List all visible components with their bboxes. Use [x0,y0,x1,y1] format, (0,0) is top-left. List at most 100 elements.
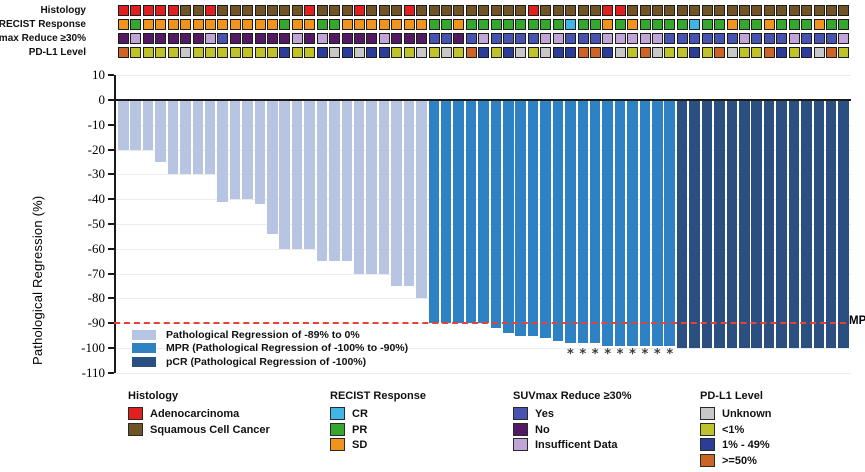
asterisk-marker: * [641,347,649,362]
track-cell-suvmax [614,33,626,44]
track-cell-recist [440,19,452,30]
track-cell-histology [726,5,738,16]
bar-regression [378,101,390,274]
track-cell-pdl1 [614,47,626,58]
y-tick-label: -30 [87,166,105,182]
legend-swatch [330,422,345,436]
track-cell-histology [552,5,564,16]
bar-regression [267,101,278,234]
track-cell-suvmax [391,33,403,44]
y-tick-label: -80 [87,290,105,306]
bar-regression [192,101,204,175]
track-cell-pdl1 [714,47,726,58]
track-cell-histology [825,5,837,16]
track-cell-suvmax [602,33,614,44]
legend-swatch [513,422,528,436]
track-cell-suvmax [316,33,328,44]
track-cell-recist [639,19,651,30]
legend-swatch [700,453,715,467]
legend-item-label: SD [352,439,368,451]
track-cell-recist [664,19,676,30]
track-cell-suvmax [465,33,477,44]
track-cell-suvmax [267,33,279,44]
bar-pcr [838,101,849,348]
track-cell-suvmax [329,33,341,44]
track-cell-recist [416,19,428,30]
bar-mpr [602,101,613,346]
track-cell-recist [589,19,601,30]
track-cell-histology [279,5,291,16]
bar-mpr [490,101,502,329]
track-cell-pdl1 [353,47,365,58]
track-cell-recist [478,19,490,30]
bar-pcr [825,101,837,348]
track-cell-histology [366,5,378,16]
legend-item-label: PR [352,423,368,436]
track-cell-histology [540,5,552,16]
track-cell-suvmax [627,33,639,44]
track-cell-pdl1 [577,47,589,58]
track-cell-suvmax [776,33,788,44]
bar-mpr [440,101,452,324]
track-cell-recist [527,19,539,30]
legend-swatch [330,407,345,420]
track-cell-recist [602,19,614,30]
track-cell-recist [304,19,316,30]
track-cell-pdl1 [751,47,763,58]
bar-mpr [639,101,651,346]
track-cell-recist [204,19,216,30]
legend-swatch [513,438,528,451]
y-tick-label: -70 [87,265,105,281]
bar-pcr [776,101,787,348]
legend-swatch [128,422,143,436]
y-axis-title: Pathological Regression (%) [30,195,45,365]
track-cell-suvmax [378,33,390,44]
track-cell-pdl1 [267,47,279,58]
track-cell-suvmax [155,33,167,44]
track-cell-recist [192,19,204,30]
track-cell-pdl1 [478,47,490,58]
track-cell-histology [490,5,502,16]
bar-pcr [701,101,713,348]
bar-regression [130,101,141,150]
track-cell-histology [453,5,465,16]
grid-line [116,372,851,374]
track-cell-histology [428,5,440,16]
track-cell-suvmax [527,33,539,44]
track-cell-suvmax [676,33,688,44]
track-cell-histology [776,5,788,16]
asterisk-marker: * [579,347,587,362]
track-cell-recist [130,19,142,30]
track-cell-pdl1 [403,47,415,58]
track-cell-suvmax [440,33,452,44]
track-cell-recist [739,19,750,30]
y-tick-label: -90 [87,315,105,331]
track-cell-pdl1 [378,47,390,58]
track-cell-suvmax [291,33,303,44]
y-tick [108,247,114,250]
track-cell-pdl1 [391,47,403,58]
track-cell-histology [627,5,639,16]
track-cell-recist [242,19,254,30]
track-cell-histology [242,5,254,16]
track-cell-pdl1 [552,47,564,58]
bar-mpr [664,101,675,346]
track-cell-recist [155,19,167,30]
track-cell-suvmax [304,33,316,44]
track-cell-recist [453,19,465,30]
bar-mpr [552,101,564,341]
track-cell-pdl1 [527,47,539,58]
track-cell-histology [639,5,651,16]
legend-item-label: No [535,423,550,436]
track-cell-suvmax [714,33,726,44]
y-tick-label: -100 [81,340,105,355]
track-cell-suvmax [130,33,142,44]
track-cell-suvmax [229,33,241,44]
track-cell-pdl1 [589,47,601,58]
y-tick [108,74,114,77]
track-cell-histology [664,5,676,16]
bar-regression [142,101,154,150]
track-cell-pdl1 [440,47,452,58]
bar-regression [391,101,402,286]
track-cell-pdl1 [664,47,676,58]
